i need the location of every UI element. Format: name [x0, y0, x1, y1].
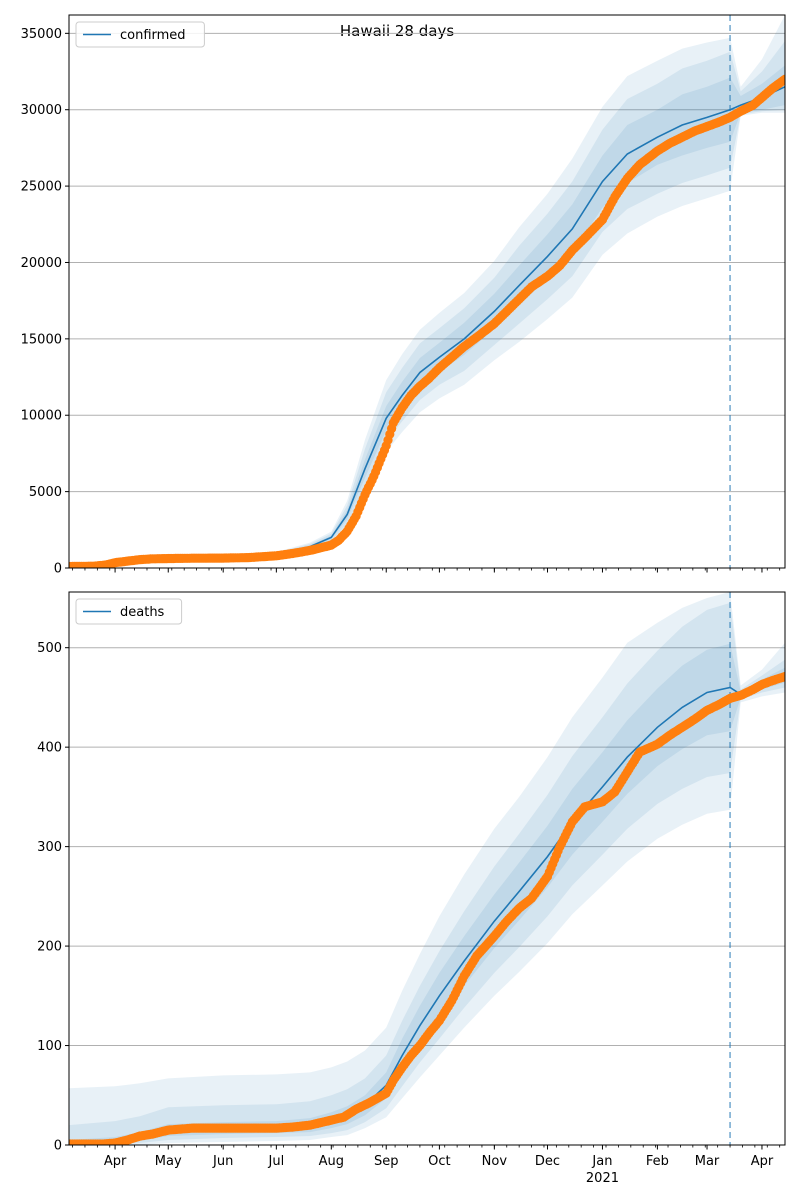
x-year-label: 2021 — [586, 1171, 619, 1186]
observed-points — [69, 671, 785, 1145]
uncertainty-band-inner — [69, 65, 785, 567]
y-tick-label: 15000 — [21, 332, 62, 347]
y-tick-label: 5000 — [29, 485, 62, 500]
observed-point — [780, 671, 785, 682]
y-tick-label: 25000 — [21, 180, 62, 195]
y-tick-label: 300 — [37, 840, 62, 855]
uncertainty-band-middle — [69, 41, 785, 567]
x-tick-label: Jul — [268, 1154, 285, 1169]
uncertainty-band-outer — [69, 15, 785, 567]
x-tick-label: Aug — [319, 1154, 344, 1169]
y-tick-label: 100 — [37, 1039, 62, 1054]
observed-points — [69, 74, 785, 568]
x-tick-label: Oct — [428, 1154, 450, 1169]
y-tick-label: 0 — [54, 562, 62, 577]
legend-label: deaths — [120, 605, 165, 620]
y-tick-label: 400 — [37, 741, 62, 756]
x-tick-label: Sep — [374, 1154, 399, 1169]
observed-point — [780, 74, 785, 84]
x-tick-label: Apr — [751, 1154, 774, 1169]
x-tick-label: Apr — [104, 1154, 127, 1169]
y-tick-label: 35000 — [21, 27, 62, 42]
x-tick-label: Feb — [646, 1154, 669, 1169]
x-tick-label: Jan — [591, 1154, 612, 1169]
uncertainty-band-middle — [69, 602, 785, 1145]
plot-frame — [68, 14, 786, 569]
y-tick-label: 500 — [37, 641, 62, 656]
x-tick-label: Mar — [695, 1154, 720, 1169]
x-tick-label: Nov — [482, 1154, 508, 1169]
x-tick-label: Jun — [212, 1154, 233, 1169]
deaths-panel: 0 100 200 300 400 500 Apr May Jun Jul Aug Sep Oct Nov… — [37, 591, 786, 1186]
y-tick-label: 30000 — [21, 103, 62, 118]
uncertainty-band-outer — [69, 592, 785, 1145]
confirmed-panel: 0 5000 10000 15000 20000 25000 30000 35000 confi… — [21, 14, 786, 577]
y-tick-label: 10000 — [21, 409, 62, 424]
legend: confirmed — [75, 21, 205, 48]
legend-label: confirmed — [120, 28, 186, 43]
y-tick-label: 200 — [37, 940, 62, 955]
plot-frame — [68, 591, 786, 1146]
x-tick-label: May — [155, 1154, 182, 1169]
uncertainty-band-inner — [69, 643, 785, 1145]
x-tick-label: Dec — [535, 1154, 560, 1169]
y-tick-label: 20000 — [21, 256, 62, 271]
legend-box — [75, 21, 205, 48]
figure-title: Hawaii 28 days — [340, 22, 454, 40]
legend: deaths — [75, 598, 183, 625]
y-tick-label: 0 — [54, 1139, 62, 1154]
legend-box — [75, 598, 183, 625]
